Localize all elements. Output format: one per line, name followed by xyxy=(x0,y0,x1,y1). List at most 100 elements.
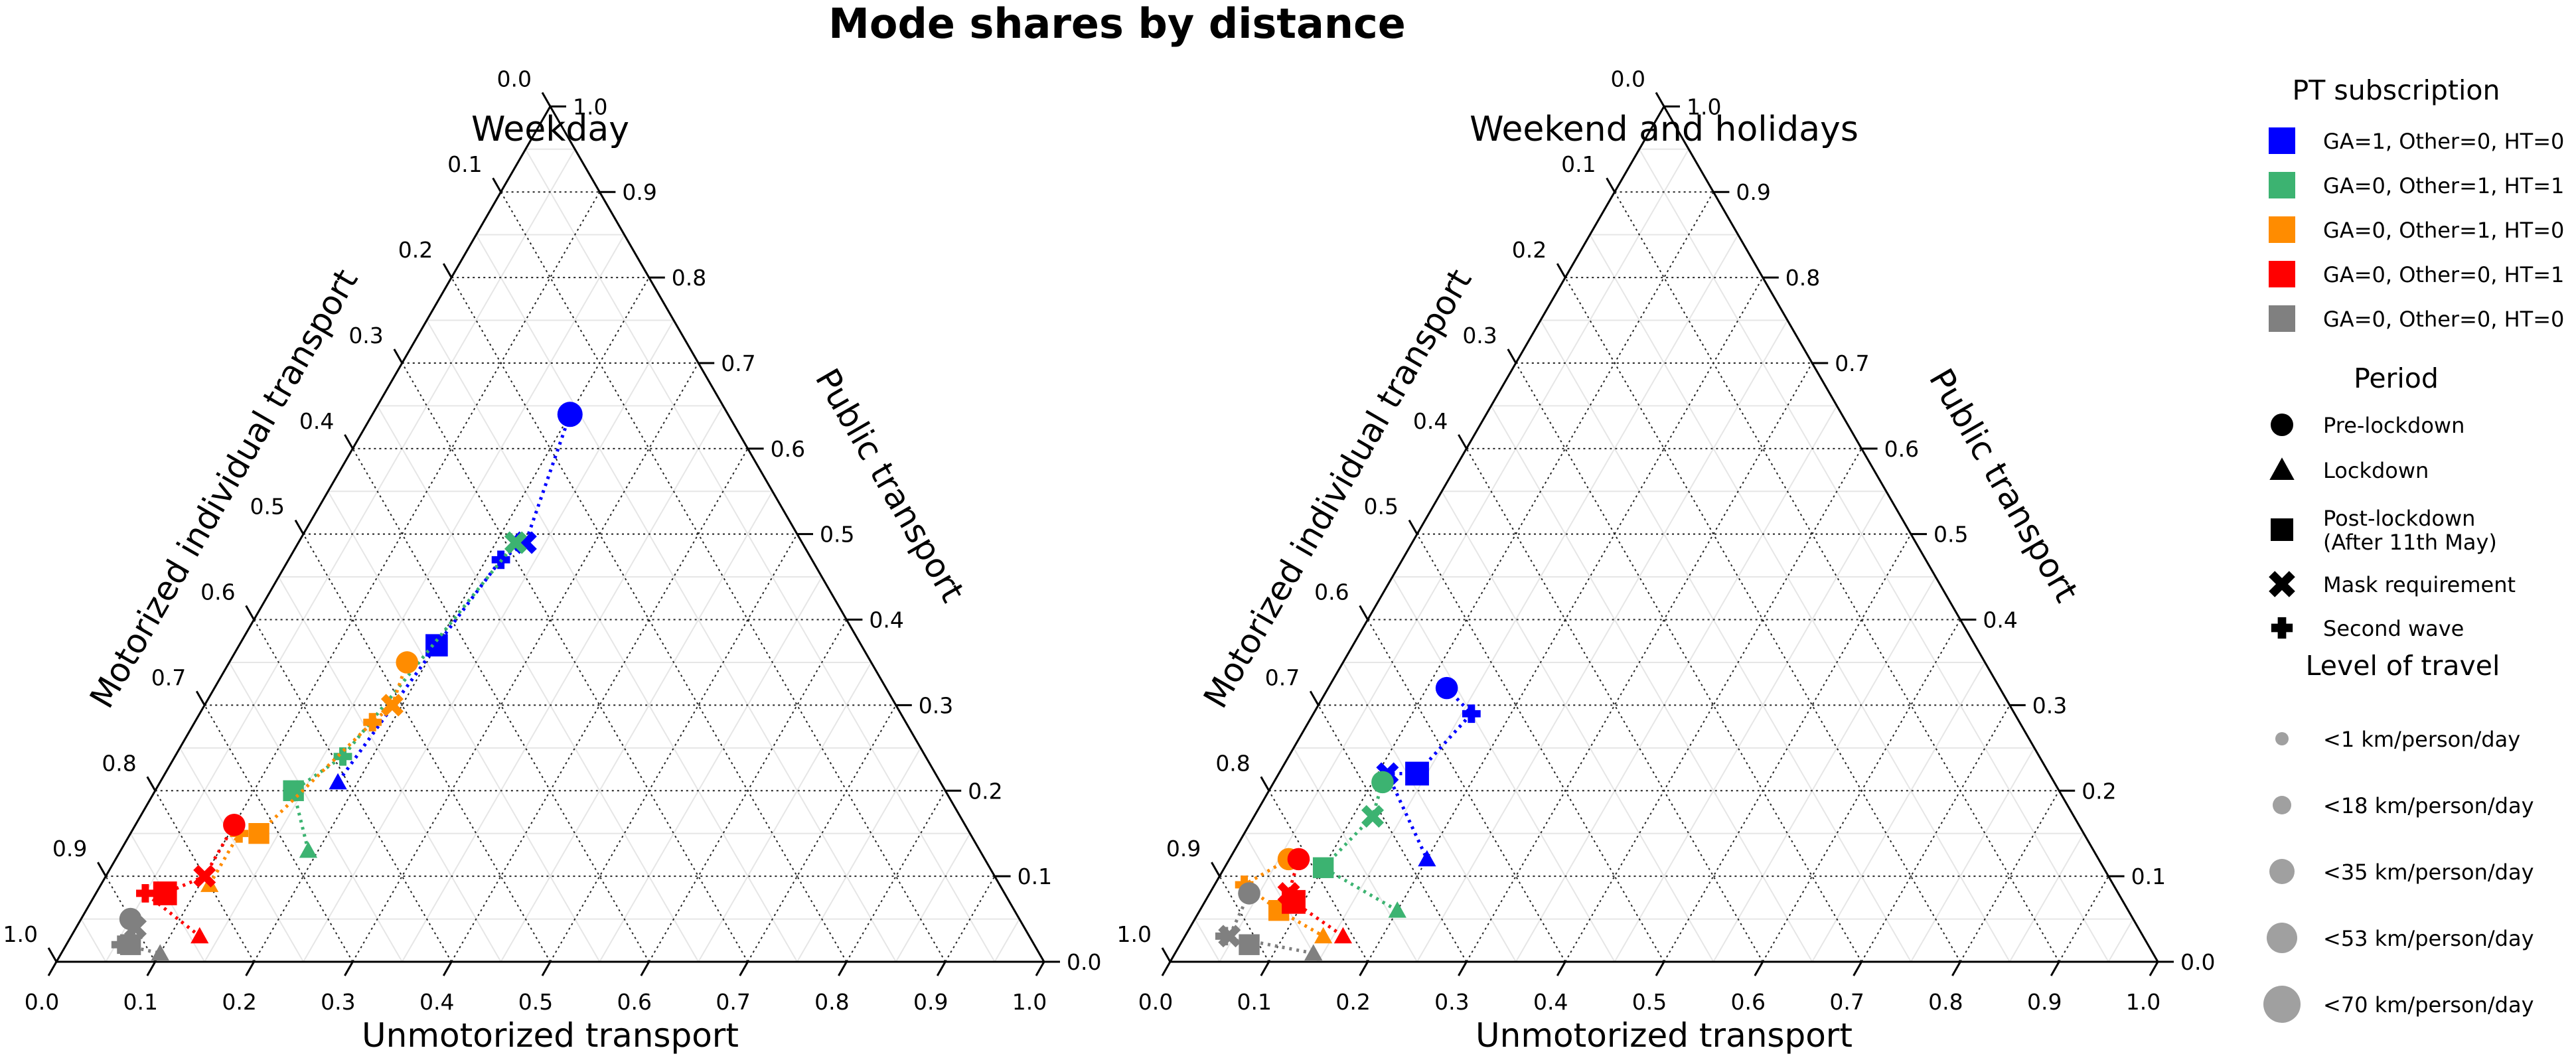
legend-label-oht: GA=0, Other=1, HT=1 xyxy=(2323,173,2564,198)
left-tick xyxy=(294,519,305,535)
left-tick xyxy=(1655,92,1665,108)
major-grid-line xyxy=(204,704,354,962)
major-grid-line xyxy=(1860,704,2010,962)
minor-grid-line xyxy=(698,662,872,962)
point-lock xyxy=(299,841,318,858)
left-tick xyxy=(541,92,552,108)
bottom-tick xyxy=(245,961,255,976)
legend-label-ga: GA=1, Other=0, HT=0 xyxy=(2323,129,2564,154)
minor-grid-line xyxy=(1712,576,1937,962)
left-tick xyxy=(492,177,502,192)
panel-subtitle: Weekend and holidays xyxy=(1470,110,1858,149)
point-pre xyxy=(1435,676,1458,700)
bottom-tick-label: 1.0 xyxy=(2126,989,2160,1015)
left-tick-label: 0.3 xyxy=(1462,323,1497,348)
left-tick-label: 0.2 xyxy=(398,237,433,263)
ternary-panel: 0.0 0.0 0.0 0.1 0.1 0.1 0.2 0.2 0.2 0.3 0.3 0.3 0.4 0… xyxy=(1117,66,2216,1055)
point-mask xyxy=(124,916,147,939)
bottom-tick xyxy=(1260,961,1270,976)
point-pre xyxy=(1287,848,1310,871)
left-tick xyxy=(146,776,157,792)
point-pre xyxy=(1238,882,1260,905)
left-tick xyxy=(1309,690,1320,706)
point-post xyxy=(1405,761,1429,786)
point-pre xyxy=(396,651,419,674)
right-tick-label: 0.7 xyxy=(721,350,755,376)
legend-size-label: <70 km/person/day xyxy=(2323,992,2534,1018)
major-grid-line xyxy=(2058,875,2109,962)
bottom-tick xyxy=(1556,961,1566,976)
left-tick xyxy=(1211,862,1221,877)
minor-grid-line xyxy=(1490,405,1813,962)
minor-grid-line xyxy=(1342,662,1517,962)
legend-label-ht: GA=0, Other=0, HT=1 xyxy=(2323,262,2564,287)
point-lock xyxy=(1388,901,1406,918)
series-ga xyxy=(329,402,583,790)
bottom-tick xyxy=(442,961,453,976)
point-post xyxy=(425,634,448,657)
legend-size-marker xyxy=(2275,732,2289,745)
bottom-tick-label: 0.7 xyxy=(1829,989,1864,1015)
legend-subscription-title: PT subscription xyxy=(2293,74,2500,106)
bottom-tick xyxy=(1458,961,1468,976)
right-tick-label: 0.3 xyxy=(2032,692,2067,718)
major-grid-line xyxy=(154,790,255,962)
major-grid-line xyxy=(1318,704,1468,962)
right-tick-label: 0.2 xyxy=(968,778,1002,804)
bottom-tick-label: 0.0 xyxy=(1138,989,1173,1015)
left-tick-label: 0.7 xyxy=(1265,664,1300,690)
major-grid-line xyxy=(1466,448,1764,962)
point-post xyxy=(1282,889,1306,914)
legend-size-label: <18 km/person/day xyxy=(2323,793,2534,818)
legend-swatch-o xyxy=(2269,216,2295,243)
left-tick xyxy=(1408,519,1418,535)
legend-size-label: <35 km/person/day xyxy=(2323,860,2534,885)
left-axis-label: Motorized individual transport xyxy=(1196,263,1479,715)
bottom-tick-label: 0.8 xyxy=(1928,989,1963,1015)
left-tick-label: 0.6 xyxy=(1314,579,1349,605)
legend-label-none: GA=0, Other=0, HT=0 xyxy=(2323,307,2564,332)
right-tick-label: 0.8 xyxy=(672,265,706,291)
major-grid-line xyxy=(451,277,848,962)
minor-grid-line xyxy=(1318,234,1739,962)
minor-grid-line xyxy=(796,747,921,962)
bottom-axis-label: Unmotorized transport xyxy=(1476,1016,1853,1055)
major-grid-line xyxy=(1367,277,1764,962)
legend-swatch-none xyxy=(2269,305,2295,332)
left-tick-label: 0.1 xyxy=(1561,151,1596,177)
chart-title: Mode shares by distance xyxy=(828,0,1406,48)
bottom-tick xyxy=(1655,961,1665,976)
major-grid-line xyxy=(451,448,749,962)
minor-grid-line xyxy=(994,919,1020,962)
bottom-tick xyxy=(2050,961,2060,976)
right-tick-label: 0.0 xyxy=(1067,949,1101,975)
minor-grid-line xyxy=(179,747,304,962)
legend-size-label: <53 km/person/day xyxy=(2323,926,2534,951)
right-tick-label: 0.0 xyxy=(2180,949,2215,975)
left-tick-label: 0.0 xyxy=(497,66,532,92)
minor-grid-line xyxy=(277,576,502,962)
major-grid-line xyxy=(1564,277,1961,962)
left-tick xyxy=(195,690,206,706)
bottom-tick-label: 0.6 xyxy=(617,989,652,1015)
left-tick-label: 0.9 xyxy=(1166,836,1201,862)
series-line xyxy=(1385,686,1474,860)
point-pre xyxy=(557,402,583,427)
bottom-tick xyxy=(1754,961,1764,976)
bottom-tick-label: 0.2 xyxy=(1335,989,1370,1015)
minor-grid-line xyxy=(1416,320,1788,962)
point-second xyxy=(111,935,130,954)
point-post xyxy=(283,780,304,801)
right-axis-label: Public transport xyxy=(808,362,972,609)
right-tick-label: 0.4 xyxy=(869,607,903,633)
minor-grid-line xyxy=(1441,491,1714,962)
minor-grid-line xyxy=(524,149,996,962)
legend: PT subscription GA=1, Other=0, HT=0 GA=0, … xyxy=(2263,74,2564,1023)
point-lock xyxy=(190,927,209,944)
legend-period-title: Period xyxy=(2354,362,2439,394)
left-tick xyxy=(442,263,453,278)
minor-grid-line xyxy=(1614,491,1887,962)
point-lock xyxy=(1333,927,1353,944)
bottom-tick xyxy=(2149,961,2159,976)
